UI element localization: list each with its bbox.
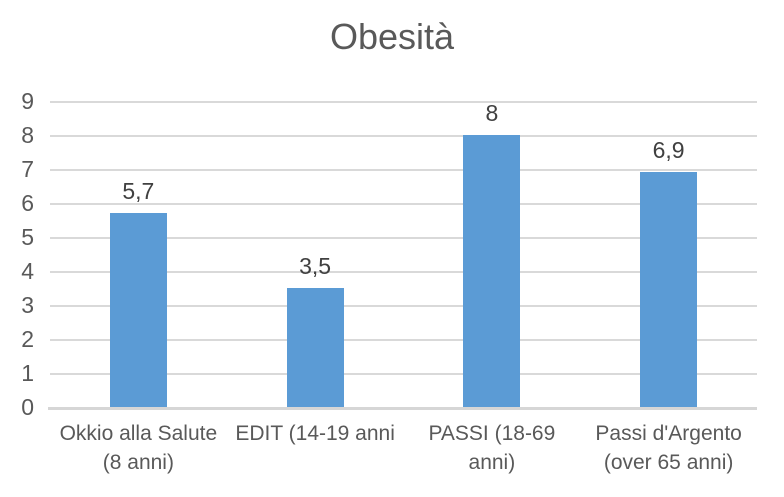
data-label-1: 5,7 — [122, 178, 155, 205]
y-tick-label-6: 6 — [21, 190, 34, 216]
category-label-4: Passi d'Argento (over 65 anni) — [595, 422, 742, 474]
gridline-y-9 — [50, 101, 757, 103]
y-tick-label-3: 3 — [21, 292, 34, 318]
gridline-y-8 — [50, 135, 757, 137]
y-tick-label-5: 5 — [21, 224, 34, 250]
y-tick-label-7: 7 — [21, 156, 34, 182]
bar-1 — [109, 213, 167, 407]
chart-title: Obesità — [329, 16, 455, 57]
category-label-1: Okkio alla Salute (8 anni) — [59, 422, 218, 474]
category-label-3: PASSI (18-69 anni) — [428, 422, 556, 474]
bar-2 — [286, 288, 344, 407]
gridline-y-7 — [50, 169, 757, 171]
y-tick-label-9: 9 — [21, 88, 34, 114]
gridline-y-5 — [50, 237, 757, 239]
data-label-3: 8 — [485, 100, 499, 126]
y-tick-label-2: 2 — [21, 326, 34, 352]
gridline-y-2 — [50, 339, 757, 341]
y-tick-label-0: 0 — [21, 394, 34, 420]
data-label-2: 3,5 — [299, 253, 332, 279]
data-label-4: 6,9 — [652, 137, 685, 164]
bar-3 — [463, 135, 521, 407]
y-tick-label-4: 4 — [21, 258, 34, 284]
gridline-y-3 — [50, 305, 757, 307]
gridline-y-1 — [50, 373, 757, 375]
category-label-2: EDIT (14-19 anni — [235, 422, 395, 445]
x-axis-line — [48, 407, 757, 410]
plot-area — [50, 101, 757, 407]
y-tick-label-8: 8 — [21, 122, 34, 148]
bar-4 — [640, 172, 698, 407]
gridline-y-6 — [50, 203, 757, 205]
gridline-y-4 — [50, 271, 757, 273]
y-tick-label-1: 1 — [21, 360, 34, 386]
